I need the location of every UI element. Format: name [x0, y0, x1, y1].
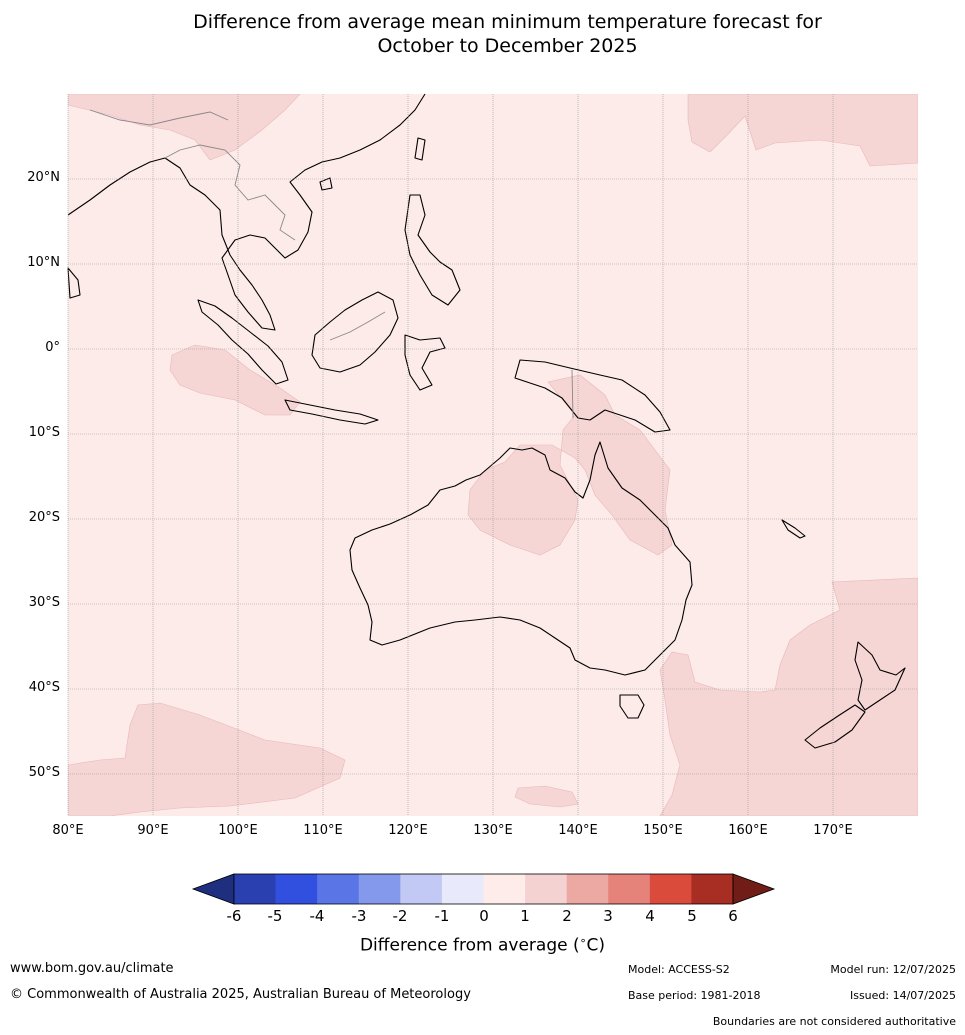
border-borneo	[329, 311, 386, 341]
title-line-2: October to December 2025	[377, 35, 638, 57]
lon-label: 100°E	[218, 823, 258, 838]
colorbar-tick: 5	[687, 907, 697, 925]
disclaimer: Boundaries are not considered authoritat…	[712, 1015, 956, 1028]
colorbar-tick: 1	[520, 907, 530, 925]
lon-label: 140°E	[558, 823, 598, 838]
colorbar-cell	[566, 874, 609, 904]
colorbar	[191, 873, 776, 905]
coastline-sumatra	[197, 299, 289, 385]
model-run-date: Model run: 12/07/2025	[830, 963, 956, 976]
lat-label: 10°N	[27, 255, 60, 270]
coastline-new-zealand-south	[804, 704, 866, 749]
lon-label: 80°E	[52, 823, 84, 838]
colorbar-tick: 0	[479, 907, 489, 925]
border-mainland	[164, 144, 296, 241]
title-line-1: Difference from average mean minimum tem…	[193, 11, 822, 33]
coastline-new-caledonia	[781, 519, 806, 539]
issued-date: Issued: 14/07/2025	[849, 989, 956, 1002]
colorbar-extend-low	[191, 873, 235, 905]
map-title: Difference from average mean minimum tem…	[0, 10, 965, 58]
anomaly-region-southern-ocean-west	[68, 702, 346, 816]
border-new-guinea	[571, 369, 574, 419]
anomaly-region-southern-ocean-mid	[514, 785, 579, 808]
colorbar-cells	[234, 874, 734, 904]
coastline-philippines	[404, 194, 461, 306]
colorbar-cell	[400, 874, 443, 904]
coastline-new-zealand-north	[854, 641, 906, 711]
colorbar-cell	[483, 874, 526, 904]
coastline-java	[284, 399, 379, 425]
anomaly-region-south-pacific	[659, 577, 918, 816]
colorbar-cell	[234, 874, 276, 904]
colorbar-cell	[441, 874, 484, 904]
colorbar-tick: -1	[434, 907, 450, 925]
colorbar-label: Difference from average (∘C)	[0, 934, 965, 956]
coastline-sulawesi	[404, 334, 446, 391]
coastline-new-guinea	[514, 359, 671, 433]
colorbar-cell	[691, 874, 734, 904]
colorbar-cell	[317, 874, 360, 904]
anomaly-region-northern-australia	[467, 374, 673, 556]
coastline-sri-lanka	[67, 267, 81, 299]
colorbar-tick: -3	[351, 907, 367, 925]
colorbar-tick: -6	[226, 907, 242, 925]
lat-label: 10°S	[28, 425, 60, 440]
colorbar-tick: 6	[728, 907, 738, 925]
coastlines	[67, 93, 906, 749]
border-himalaya	[89, 109, 229, 126]
colorbar-tick: -5	[267, 907, 283, 925]
model-name: Model: ACCESS-S2	[628, 963, 730, 976]
lat-label: 30°S	[28, 595, 60, 610]
coastline-taiwan	[414, 137, 426, 161]
lon-label: 130°E	[473, 823, 513, 838]
colorbar-cell	[275, 874, 318, 904]
colorbar-tick: -4	[309, 907, 325, 925]
copyright-text: © Commonwealth of Australia 2025, Austra…	[10, 987, 471, 1002]
lon-label: 150°E	[643, 823, 683, 838]
colorbar-cell	[358, 874, 401, 904]
anomaly-region-pacific-north	[687, 94, 918, 167]
colorbar-tick: 2	[562, 907, 572, 925]
base-period: Base period: 1981-2018	[628, 989, 761, 1002]
lat-label: 20°S	[28, 510, 60, 525]
lon-label: 120°E	[388, 823, 428, 838]
degree-symbol: ∘	[579, 934, 587, 947]
colorbar-cell	[649, 874, 692, 904]
colorbar-tick: -2	[392, 907, 408, 925]
lat-label: 50°S	[28, 765, 60, 780]
colorbar-cell	[608, 874, 651, 904]
anomaly-region-indian-ocean	[169, 344, 301, 416]
anomaly-region-north-asia	[68, 94, 301, 161]
colorbar-tick: 4	[645, 907, 655, 925]
colorbar-label-text: Difference from average (	[359, 935, 580, 956]
colorbar-extend-high	[732, 873, 776, 905]
graticule	[67, 94, 918, 816]
lat-label: 20°N	[27, 170, 60, 185]
anomaly-regions	[68, 94, 918, 816]
coastline-australia	[349, 441, 693, 676]
colorbar-cell	[525, 874, 567, 904]
lon-label: 110°E	[303, 823, 343, 838]
coastline-tasmania	[619, 694, 645, 719]
forecast-map	[67, 93, 918, 816]
lon-label: 170°E	[813, 823, 853, 838]
lon-label: 90°E	[137, 823, 169, 838]
coastline-hainan	[319, 177, 333, 191]
colorbar-tick: 3	[603, 907, 613, 925]
lat-label: 0°	[45, 340, 60, 355]
colorbar-frame	[233, 873, 734, 905]
coastline-mainland-asia	[67, 93, 426, 331]
country-borders	[89, 109, 574, 419]
coastline-borneo	[311, 291, 399, 373]
lat-label: 40°S	[28, 680, 60, 695]
website-link[interactable]: www.bom.gov.au/climate	[10, 961, 174, 976]
colorbar-label-unit: C)	[586, 935, 606, 956]
lon-label: 160°E	[728, 823, 768, 838]
